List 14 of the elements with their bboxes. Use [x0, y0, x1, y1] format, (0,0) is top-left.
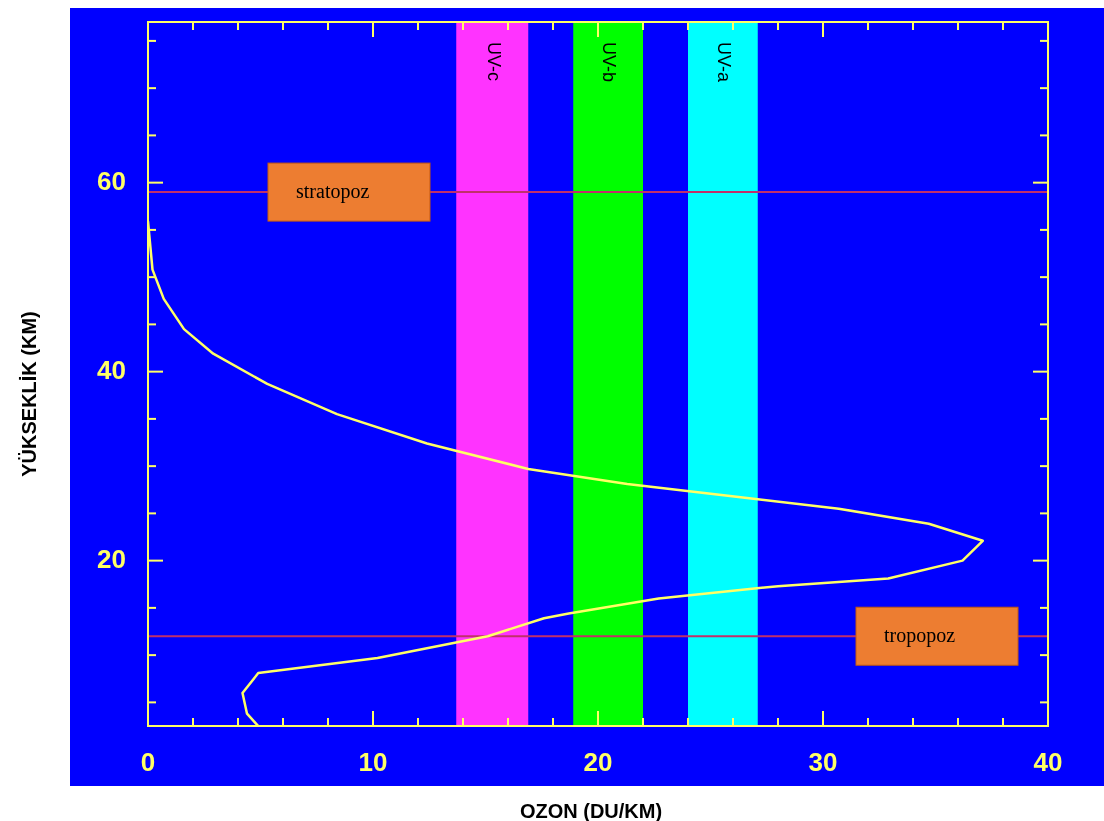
y-tick-label: 20 [97, 543, 126, 574]
ref-line-label: tropopoz [884, 623, 956, 647]
x-tick-label: 10 [358, 747, 388, 777]
band-label: UV-a [714, 42, 735, 84]
y-tick-label: 60 [97, 165, 126, 196]
x-tick-label: 30 [808, 747, 838, 777]
band-label: UV-c [483, 42, 504, 82]
y-axis-title: YÜKSEKLİK (KM) [18, 311, 40, 477]
x-tick-label: 0 [140, 747, 156, 777]
x-tick-label: 20 [583, 747, 613, 777]
y-tick-label: 40 [97, 354, 126, 385]
x-tick-label: 40 [1033, 747, 1063, 777]
ref-line-label: stratopoz [296, 179, 370, 203]
band-label: UV-b [599, 42, 620, 83]
